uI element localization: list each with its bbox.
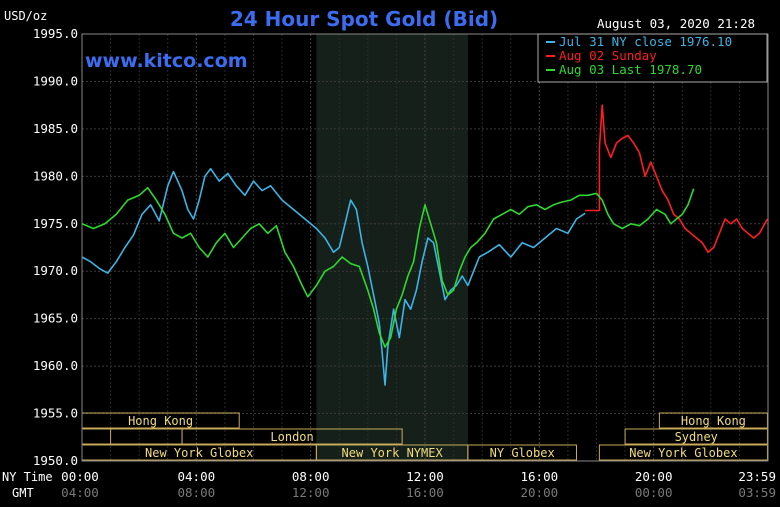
x-tick-label-ny: 16:00 (521, 469, 559, 484)
series-line (81, 186, 695, 348)
gmt-row-label: GMT (12, 486, 34, 500)
x-tick-label-ny: 08:00 (292, 469, 330, 484)
x-tick-label-gmt: 04:00 (61, 485, 99, 500)
chart-title: 24 Hour Spot Gold (Bid) (230, 7, 498, 31)
market-session-label: Hong Kong (681, 414, 746, 428)
x-tick-label-gmt: 16:00 (406, 485, 444, 500)
x-tick-label-gmt: 08:00 (178, 485, 216, 500)
series-line (585, 104, 769, 253)
market-session-label: NY Globex (490, 446, 555, 460)
legend-entry: Aug 02 Sunday (559, 48, 657, 63)
y-tick-label: 1960.0 (33, 358, 78, 373)
market-session-label: New York NYMEX (342, 446, 444, 460)
x-tick-label-gmt: 12:00 (292, 485, 330, 500)
watermark: www.kitco.com (85, 50, 248, 72)
market-session-label: Hong Kong (128, 414, 193, 428)
y-tick-label: 1995.0 (33, 26, 78, 41)
x-tick-label-gmt: 20:00 (521, 485, 559, 500)
x-tick-label-ny: 00:00 (61, 469, 99, 484)
market-session-bar (181, 428, 403, 445)
market-session-label: London (270, 430, 313, 444)
plot-frame (81, 33, 769, 462)
y-tick-label: 1950.0 (33, 453, 78, 468)
market-session-label: New York Globex (629, 446, 737, 460)
ny-time-row-label: NY Time (2, 470, 53, 484)
market-session-bars: Hong Kong Hong Kong London Sydney New York G… (81, 412, 768, 461)
y-tick-label: 1990.0 (33, 73, 78, 88)
legend-box (537, 33, 768, 83)
x-tick-label-ny: 23:59 (738, 469, 776, 484)
price-series (81, 104, 769, 386)
timestamp: August 03, 2020 21:28 (597, 16, 755, 31)
nymex-shaded-region (316, 34, 468, 461)
y-tick-label: 1980.0 (33, 168, 78, 183)
legend-entry: Jul 31 NY close 1976.10 (559, 34, 732, 49)
shaded-region-layer (316, 34, 468, 461)
x-tick-label-ny: 04:00 (178, 469, 216, 484)
series-line (81, 167, 586, 386)
x-tick-label-gmt: 03:59 (738, 485, 776, 500)
x-tick-label-ny: 12:00 (406, 469, 444, 484)
market-session-bar (467, 444, 577, 461)
y-tick-label: 1985.0 (33, 121, 78, 136)
x-tick-label-gmt: 00:00 (635, 485, 673, 500)
y-axis: 1995.0 1990.0 1985.0 1980.0 1975.0 1970.0 1965… (33, 26, 78, 468)
market-session-bar (598, 444, 768, 461)
legend-entry: Aug 03 Last 1978.70 (559, 62, 702, 77)
x-tick-label-ny: 20:00 (635, 469, 673, 484)
y-tick-label: 1975.0 (33, 216, 78, 231)
market-session-label: Sydney (675, 430, 718, 444)
market-session-bar (624, 428, 768, 445)
y-tick-label: 1970.0 (33, 263, 78, 278)
unit-label: USD/oz (4, 9, 47, 23)
y-tick-label: 1965.0 (33, 311, 78, 326)
y-tick-label: 1955.0 (33, 406, 78, 421)
market-session-bar (658, 412, 768, 429)
x-axis: 00:0004:0004:0008:0008:0012:0012:0016:00… (61, 469, 776, 500)
market-session-label: New York Globex (145, 446, 253, 460)
